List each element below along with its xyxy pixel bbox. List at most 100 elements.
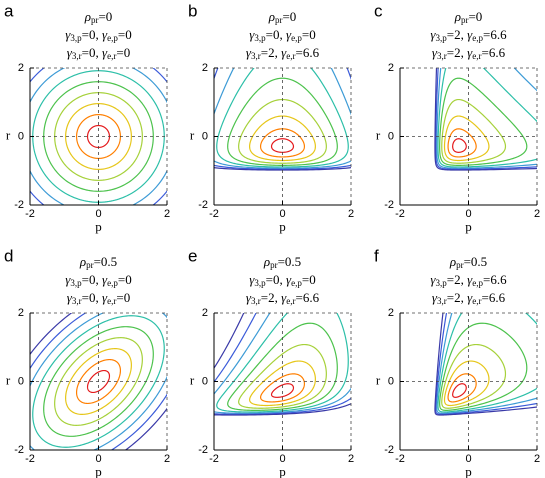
y-tick-label: -2 <box>14 444 24 456</box>
equals: = <box>464 254 471 269</box>
panel-letter: d <box>4 246 13 265</box>
x-tick-label: -2 <box>395 208 405 220</box>
y-tick-label: 0 <box>388 130 394 142</box>
param-name: γ <box>249 272 255 287</box>
param-sub: e,r <box>286 51 295 61</box>
param-value: 0 <box>125 27 132 42</box>
contour <box>32 315 165 448</box>
panel-title-line: ρpr=0 <box>84 9 113 25</box>
param-sub: e,p <box>291 33 302 43</box>
x-tick-label: 0 <box>465 453 471 465</box>
param-value: 0 <box>309 272 316 287</box>
contour <box>238 343 327 409</box>
y-tick-label: 0 <box>202 130 208 142</box>
equals: = <box>82 290 89 305</box>
x-tick-label: 2 <box>164 208 170 220</box>
x-tick-label: -2 <box>395 453 405 465</box>
param-sub: pr <box>91 15 99 25</box>
param-name: γ <box>467 290 473 305</box>
param-name: γ <box>430 272 436 287</box>
param-sub: e,p <box>472 33 483 43</box>
param-name: γ <box>102 27 108 42</box>
y-tick-label: 0 <box>18 375 24 387</box>
param-sub: e,r <box>286 296 295 306</box>
contours <box>214 313 351 416</box>
x-axis-label: p <box>95 464 102 478</box>
equals: = <box>447 290 454 305</box>
contour <box>238 98 327 164</box>
param-value: 0 <box>476 9 483 24</box>
equals: = <box>482 290 489 305</box>
contour <box>452 138 467 153</box>
param-name: γ <box>281 290 287 305</box>
param-value: 6.6 <box>490 27 507 42</box>
x-tick-label: -2 <box>209 453 219 465</box>
param-sub: 3,p <box>254 278 266 288</box>
param-value: 6.6 <box>490 272 507 287</box>
panel-title-line: γ3,p=0, γe,p=0 <box>249 272 315 288</box>
param-name: γ <box>102 272 108 287</box>
contour <box>434 68 537 171</box>
param-value: 0 <box>125 272 132 287</box>
contour <box>249 115 316 162</box>
param-value: 6.6 <box>489 45 506 60</box>
x-tick-label: 0 <box>95 208 101 220</box>
equals: = <box>447 27 454 42</box>
param-name: ρ <box>79 254 86 269</box>
panel-letter: e <box>188 246 197 265</box>
panel-title-line: γ3,p=0, γe,p=0 <box>65 272 131 288</box>
param-name: ρ <box>449 254 456 269</box>
contour <box>249 360 316 407</box>
y-tick-label: 2 <box>18 307 24 319</box>
param-value: 2 <box>454 290 461 305</box>
equals: = <box>98 9 105 24</box>
param-sub: e,r <box>107 296 116 306</box>
param-value: 0 <box>309 27 316 42</box>
contour <box>434 313 537 416</box>
contour <box>441 343 507 409</box>
contour <box>216 313 349 413</box>
equals: = <box>447 272 454 287</box>
param-name: γ <box>65 272 71 287</box>
x-tick-label: 2 <box>348 208 354 220</box>
param-value: 0.5 <box>471 254 487 269</box>
param-sub: e,p <box>291 278 302 288</box>
panel-letter: b <box>188 1 197 20</box>
separator: , <box>461 45 468 60</box>
separator: , <box>275 290 282 305</box>
param-value: 0 <box>89 290 96 305</box>
param-name: γ <box>286 27 292 42</box>
panel-title-line: γ3,r=0, γe,r=0 <box>67 45 130 61</box>
separator: , <box>96 290 103 305</box>
contour <box>86 124 111 149</box>
contours <box>434 313 537 416</box>
contour <box>75 113 122 160</box>
contour <box>437 68 537 168</box>
y-axis-label: r <box>6 127 11 142</box>
contour <box>30 313 167 450</box>
y-tick-label: 2 <box>388 62 394 74</box>
param-sub: 3,p <box>70 33 82 43</box>
panel-title-line: γ3,r=2, γe,r=6.6 <box>432 45 506 61</box>
contour <box>30 313 167 450</box>
separator: , <box>96 45 103 60</box>
param-sub: e,p <box>472 278 483 288</box>
contour <box>436 68 537 169</box>
x-axis-label: p <box>95 219 102 234</box>
panel-title-line: ρpr=0 <box>268 9 297 25</box>
contour <box>65 103 132 170</box>
param-value: 0 <box>124 45 131 60</box>
param-sub: e,p <box>107 278 118 288</box>
x-axis-label: p <box>465 464 472 478</box>
param-sub: 3,p <box>254 33 266 43</box>
x-axis-label: p <box>465 219 472 234</box>
contour <box>54 337 143 426</box>
x-tick-label: 0 <box>95 453 101 465</box>
contour <box>270 383 295 398</box>
x-tick-label: 2 <box>164 453 170 465</box>
contour <box>452 383 467 398</box>
contour <box>270 138 295 153</box>
y-axis-label: r <box>190 372 195 387</box>
x-axis-label: p <box>279 219 286 234</box>
param-sub: 3,r <box>251 296 261 306</box>
